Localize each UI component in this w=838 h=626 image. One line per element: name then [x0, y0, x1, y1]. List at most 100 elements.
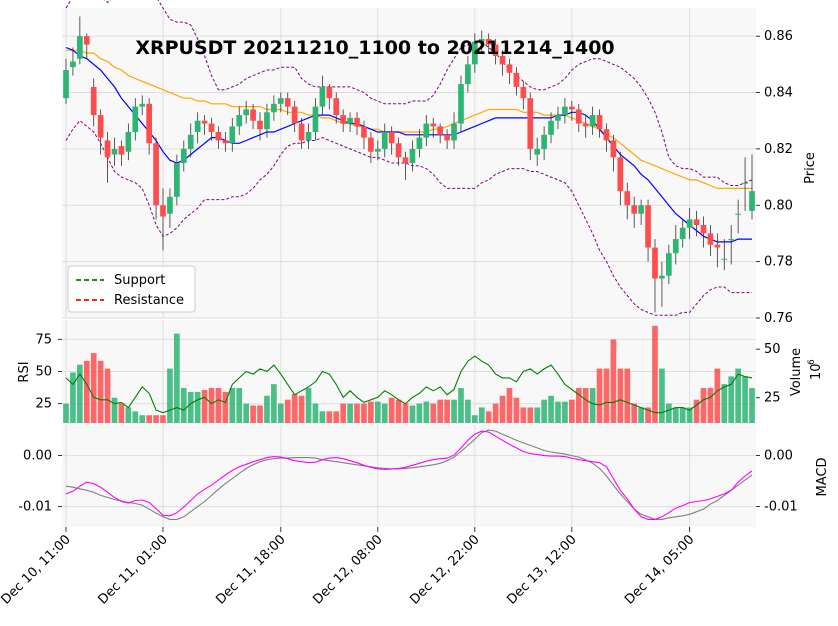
rsi-polyline: [65, 355, 753, 414]
candle-body-50: [409, 148, 416, 163]
candle-body-25: [236, 115, 243, 127]
candle-body-72: [562, 106, 568, 116]
candle-body-83: [638, 205, 644, 214]
volume-bar-51: [416, 403, 423, 423]
candle-body-81: [624, 191, 631, 206]
volume-bar-86: [659, 368, 665, 423]
candle-body-27: [250, 109, 256, 121]
candle-body-79: [610, 140, 617, 158]
candle-body-43: [361, 126, 367, 138]
candle-body-13: [153, 143, 159, 206]
volume-bar-31: [277, 403, 284, 423]
volume-bar-73: [568, 399, 575, 423]
candle-body-0: [63, 70, 69, 99]
candle-body-48: [395, 143, 402, 158]
volume-bar-29: [264, 395, 270, 423]
candle-body-64: [506, 64, 513, 73]
candle-body-73: [568, 106, 575, 110]
chart-title: XRPUSDT 20211210_1100 to 20211214_1400: [135, 37, 614, 59]
candle-body-12: [146, 103, 152, 144]
volume-bar-19: [194, 391, 201, 423]
candle-body-85: [652, 247, 658, 279]
volume-bar-77: [596, 368, 603, 423]
volume-bar-2: [77, 364, 83, 423]
candle-body-18: [187, 134, 194, 149]
candle-body-2: [77, 36, 83, 59]
volume-axis-label: Volume: [789, 348, 804, 396]
candle-body-67: [527, 98, 534, 149]
macd-main-line: [65, 430, 753, 520]
candle-body-84: [645, 205, 651, 248]
legend: Support Resistance: [67, 265, 196, 313]
bollinger-upper-line: [65, 0, 753, 186]
volume-bar-34: [298, 395, 305, 423]
volume-bar-36: [312, 403, 319, 423]
volume-bar-95: [721, 384, 728, 423]
candle-body-94: [714, 244, 721, 248]
price-tick-0: 0.76: [764, 311, 793, 326]
volume-bar-12: [146, 415, 152, 423]
volume-bar-66: [520, 407, 527, 423]
candle-body-54: [437, 126, 444, 135]
volume-bar-26: [243, 403, 250, 423]
volume-bar-67: [527, 407, 534, 423]
volume-bar-53: [430, 403, 437, 423]
volume-bar-49: [402, 403, 409, 423]
volume-bar-7: [111, 397, 118, 423]
volume-bar-98: [742, 376, 748, 423]
candle-body-47: [388, 132, 395, 144]
candle-body-29: [264, 112, 270, 130]
volume-bar-30: [271, 384, 277, 423]
volume-bar-5: [97, 360, 104, 423]
volume-bar-14: [160, 415, 166, 423]
volume-bar-16: [174, 333, 180, 423]
candle-body-31: [277, 98, 284, 104]
x-tick-label-4: Dec 12, 22:00: [407, 532, 482, 607]
volume-bar-28: [257, 405, 263, 423]
candle-body-65: [513, 72, 520, 87]
candle-body-95: [721, 258, 728, 260]
volume-bar-41: [347, 403, 353, 423]
volume-bar-40: [340, 403, 347, 423]
candle-body-53: [430, 123, 437, 127]
volume-bar-75: [582, 388, 589, 423]
candle-body-60: [478, 39, 485, 42]
candle-body-4: [90, 86, 97, 116]
x-tick-label-6: Dec 14, 05:00: [622, 532, 697, 607]
volume-bar-92: [700, 388, 707, 423]
candle-body-42: [354, 117, 360, 127]
candle-body-1: [70, 61, 76, 68]
volume-bar-64: [506, 388, 513, 423]
volume-bar-71: [555, 401, 561, 423]
candle-body-45: [374, 148, 381, 152]
volume-bar-97: [735, 368, 741, 423]
volume-bar-8: [118, 403, 125, 423]
volume-bar-17: [180, 388, 187, 423]
volume-bar-58: [465, 399, 471, 423]
volume-bar-90: [686, 407, 693, 423]
candle-body-52: [423, 123, 430, 138]
x-tick-label-1: Dec 11, 01:00: [95, 532, 170, 607]
volume-tick-0: 25: [764, 391, 781, 406]
candle-body-46: [381, 132, 388, 149]
candle-body-40: [340, 115, 347, 124]
candle-body-68: [534, 148, 541, 155]
volume-bar-85: [652, 325, 658, 423]
volume-bar-70: [548, 395, 554, 423]
candle-body-30: [271, 103, 277, 113]
x-tick-label-2: Dec 11, 18:00: [213, 532, 288, 607]
price-tick-5: 0.86: [764, 29, 793, 44]
price-tick-1: 0.78: [764, 255, 793, 270]
volume-bar-21: [208, 388, 215, 423]
y-tick-labels: 0.76 0.78 0.80 0.82 0.84 0.86 25 50 25 50 75 0.00 -0…: [18, 29, 797, 514]
price-axis-label: Price: [803, 152, 818, 184]
rsi-tick-2: 75: [35, 332, 52, 347]
candle-body-86: [659, 275, 665, 279]
candle-body-98: [742, 182, 748, 184]
rsi-tick-0: 25: [35, 397, 52, 412]
volume-bar-20: [201, 389, 208, 423]
volume-bar-62: [492, 403, 499, 423]
candle-body-20: [201, 120, 208, 124]
macd-right-tick-0: 0.00: [764, 449, 793, 464]
candle-body-77: [596, 115, 603, 130]
